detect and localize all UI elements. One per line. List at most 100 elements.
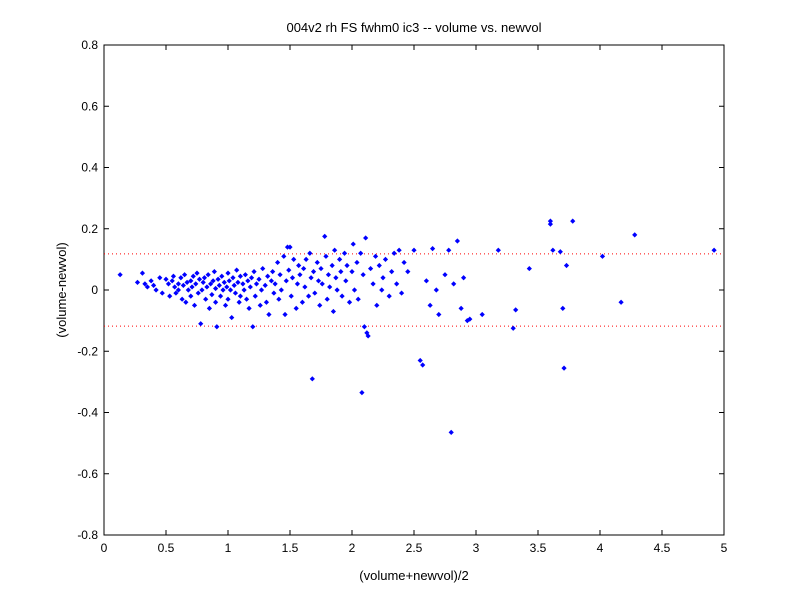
data-point [241,287,247,293]
data-point [570,218,576,224]
data-point [495,247,501,253]
data-point [234,267,240,273]
data-point [467,316,473,322]
data-point [230,275,236,281]
data-point [199,287,205,293]
data-point [382,256,389,262]
data-point [286,267,292,273]
data-point [256,276,262,282]
data-point [237,293,243,299]
x-tick-label: 3.5 [530,541,547,555]
data-point [479,311,485,318]
data-point [244,296,250,302]
data-point [170,273,177,279]
data-point [461,275,467,281]
data-point [200,279,206,285]
data-point [401,259,407,266]
data-point [163,276,169,282]
x-tick-label: 0.5 [158,541,175,555]
data-point [301,265,307,272]
data-point [386,293,392,299]
data-point [448,429,454,436]
data-point [317,302,323,308]
data-point [232,290,239,296]
data-point [175,281,181,287]
data-point [198,321,204,327]
x-tick-label: 1 [225,541,232,555]
data-point [175,287,181,293]
data-point [204,284,210,290]
data-point [442,272,448,278]
y-tick-label: 0 [91,283,98,297]
data-point [561,365,567,371]
data-point [153,287,159,293]
data-point [225,296,231,302]
x-tick-label: 4 [597,541,604,555]
data-point [436,311,442,318]
data-point [547,218,553,224]
data-point [229,314,235,321]
data-point [185,287,191,293]
data-point [361,324,367,330]
data-point [211,269,217,275]
data-point [195,290,201,296]
data-point [379,287,385,293]
data-point [557,249,563,255]
data-point [262,282,268,289]
data-point [180,282,186,289]
data-point [349,269,355,275]
data-point [224,284,230,290]
data-point [344,262,350,269]
data-point [526,265,532,272]
data-point [296,262,302,269]
data-point [242,272,248,278]
data-point [346,299,353,305]
data-point [423,278,429,284]
y-tick-label: 0.2 [81,222,98,236]
data-point [194,270,200,276]
y-tick-label: 0.8 [81,38,98,52]
data-point [179,296,185,302]
chart-title: 004v2 rh FS fwhm0 ic3 -- volume vs. newv… [286,20,541,35]
data-point [173,290,179,296]
data-point [184,279,190,285]
data-point [354,259,360,266]
data-point [451,281,457,287]
data-point [245,278,251,284]
y-tick-label: 0.6 [81,99,98,113]
data-point [329,262,335,269]
data-point [297,272,303,278]
x-tick-label: 3 [473,541,480,555]
data-point [341,250,348,256]
y-tick-label: 0.4 [81,161,98,175]
data-point [206,305,212,311]
data-point [430,246,436,252]
data-point [183,299,189,305]
data-point [220,287,226,293]
data-point [563,262,570,269]
data-point [169,278,175,284]
data-point [513,307,519,313]
data-point [294,281,301,287]
y-tick-label: -0.2 [77,344,98,358]
data-point [210,278,216,284]
data-point [191,302,198,308]
data-point [291,256,297,262]
data-point [454,238,460,244]
data-point [325,272,332,278]
data-point [312,290,318,296]
data-point [172,284,178,290]
data-point [190,273,196,279]
data-point [405,269,411,275]
data-point [324,296,330,302]
data-point [363,235,369,241]
data-point [247,284,253,290]
data-point [165,281,172,287]
x-tick-label: 5 [721,541,728,555]
data-point [293,305,299,311]
data-point [411,247,417,253]
data-point [376,262,382,269]
data-point [117,272,123,278]
data-point [299,299,305,305]
